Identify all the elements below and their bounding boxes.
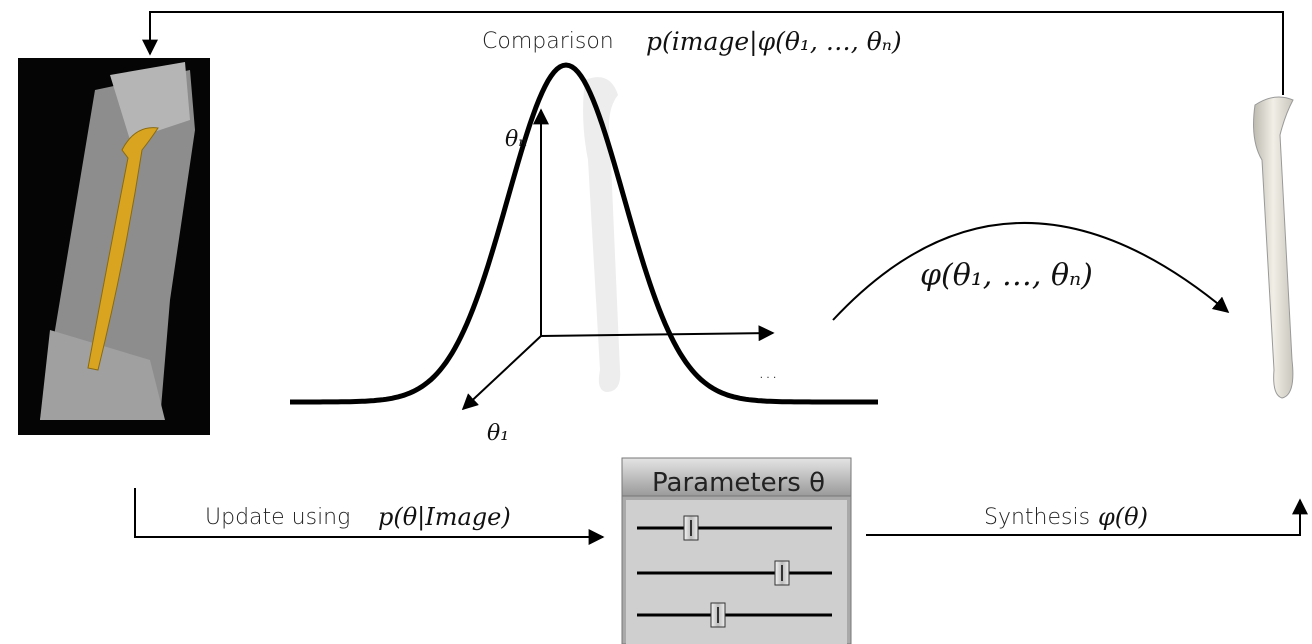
synthesis-arrow <box>866 498 1308 536</box>
bone-model <box>1253 96 1294 399</box>
synthesis-formula: φ(θ) <box>1098 503 1148 531</box>
axis-label: … <box>758 359 778 383</box>
mapping-arrow <box>832 222 1230 321</box>
mapping-label: φ(θ₁, …, θₙ) <box>920 258 1093 293</box>
update-arrow <box>134 488 605 545</box>
bone-faint <box>583 77 621 393</box>
update-formula: p(θ|Image) <box>378 503 511 532</box>
comparison-formula: p(image|φ(θ₁, …, θₙ) <box>646 27 902 57</box>
feedback-arrow <box>142 11 1284 95</box>
update-label: Update using <box>205 505 350 530</box>
bell-curve <box>290 62 878 405</box>
parameter-panel: Parameters θ <box>621 457 852 644</box>
axis-down-left <box>461 335 542 411</box>
axis-label: θ₁ <box>487 421 509 446</box>
synthesis-label: Synthesis <box>984 505 1090 530</box>
comparison-label: Comparison <box>482 29 614 54</box>
xray-image <box>18 58 210 435</box>
axis-label: θₙ <box>505 127 527 152</box>
panel-title: Parameters θ <box>652 468 825 498</box>
axis-right <box>540 325 775 342</box>
